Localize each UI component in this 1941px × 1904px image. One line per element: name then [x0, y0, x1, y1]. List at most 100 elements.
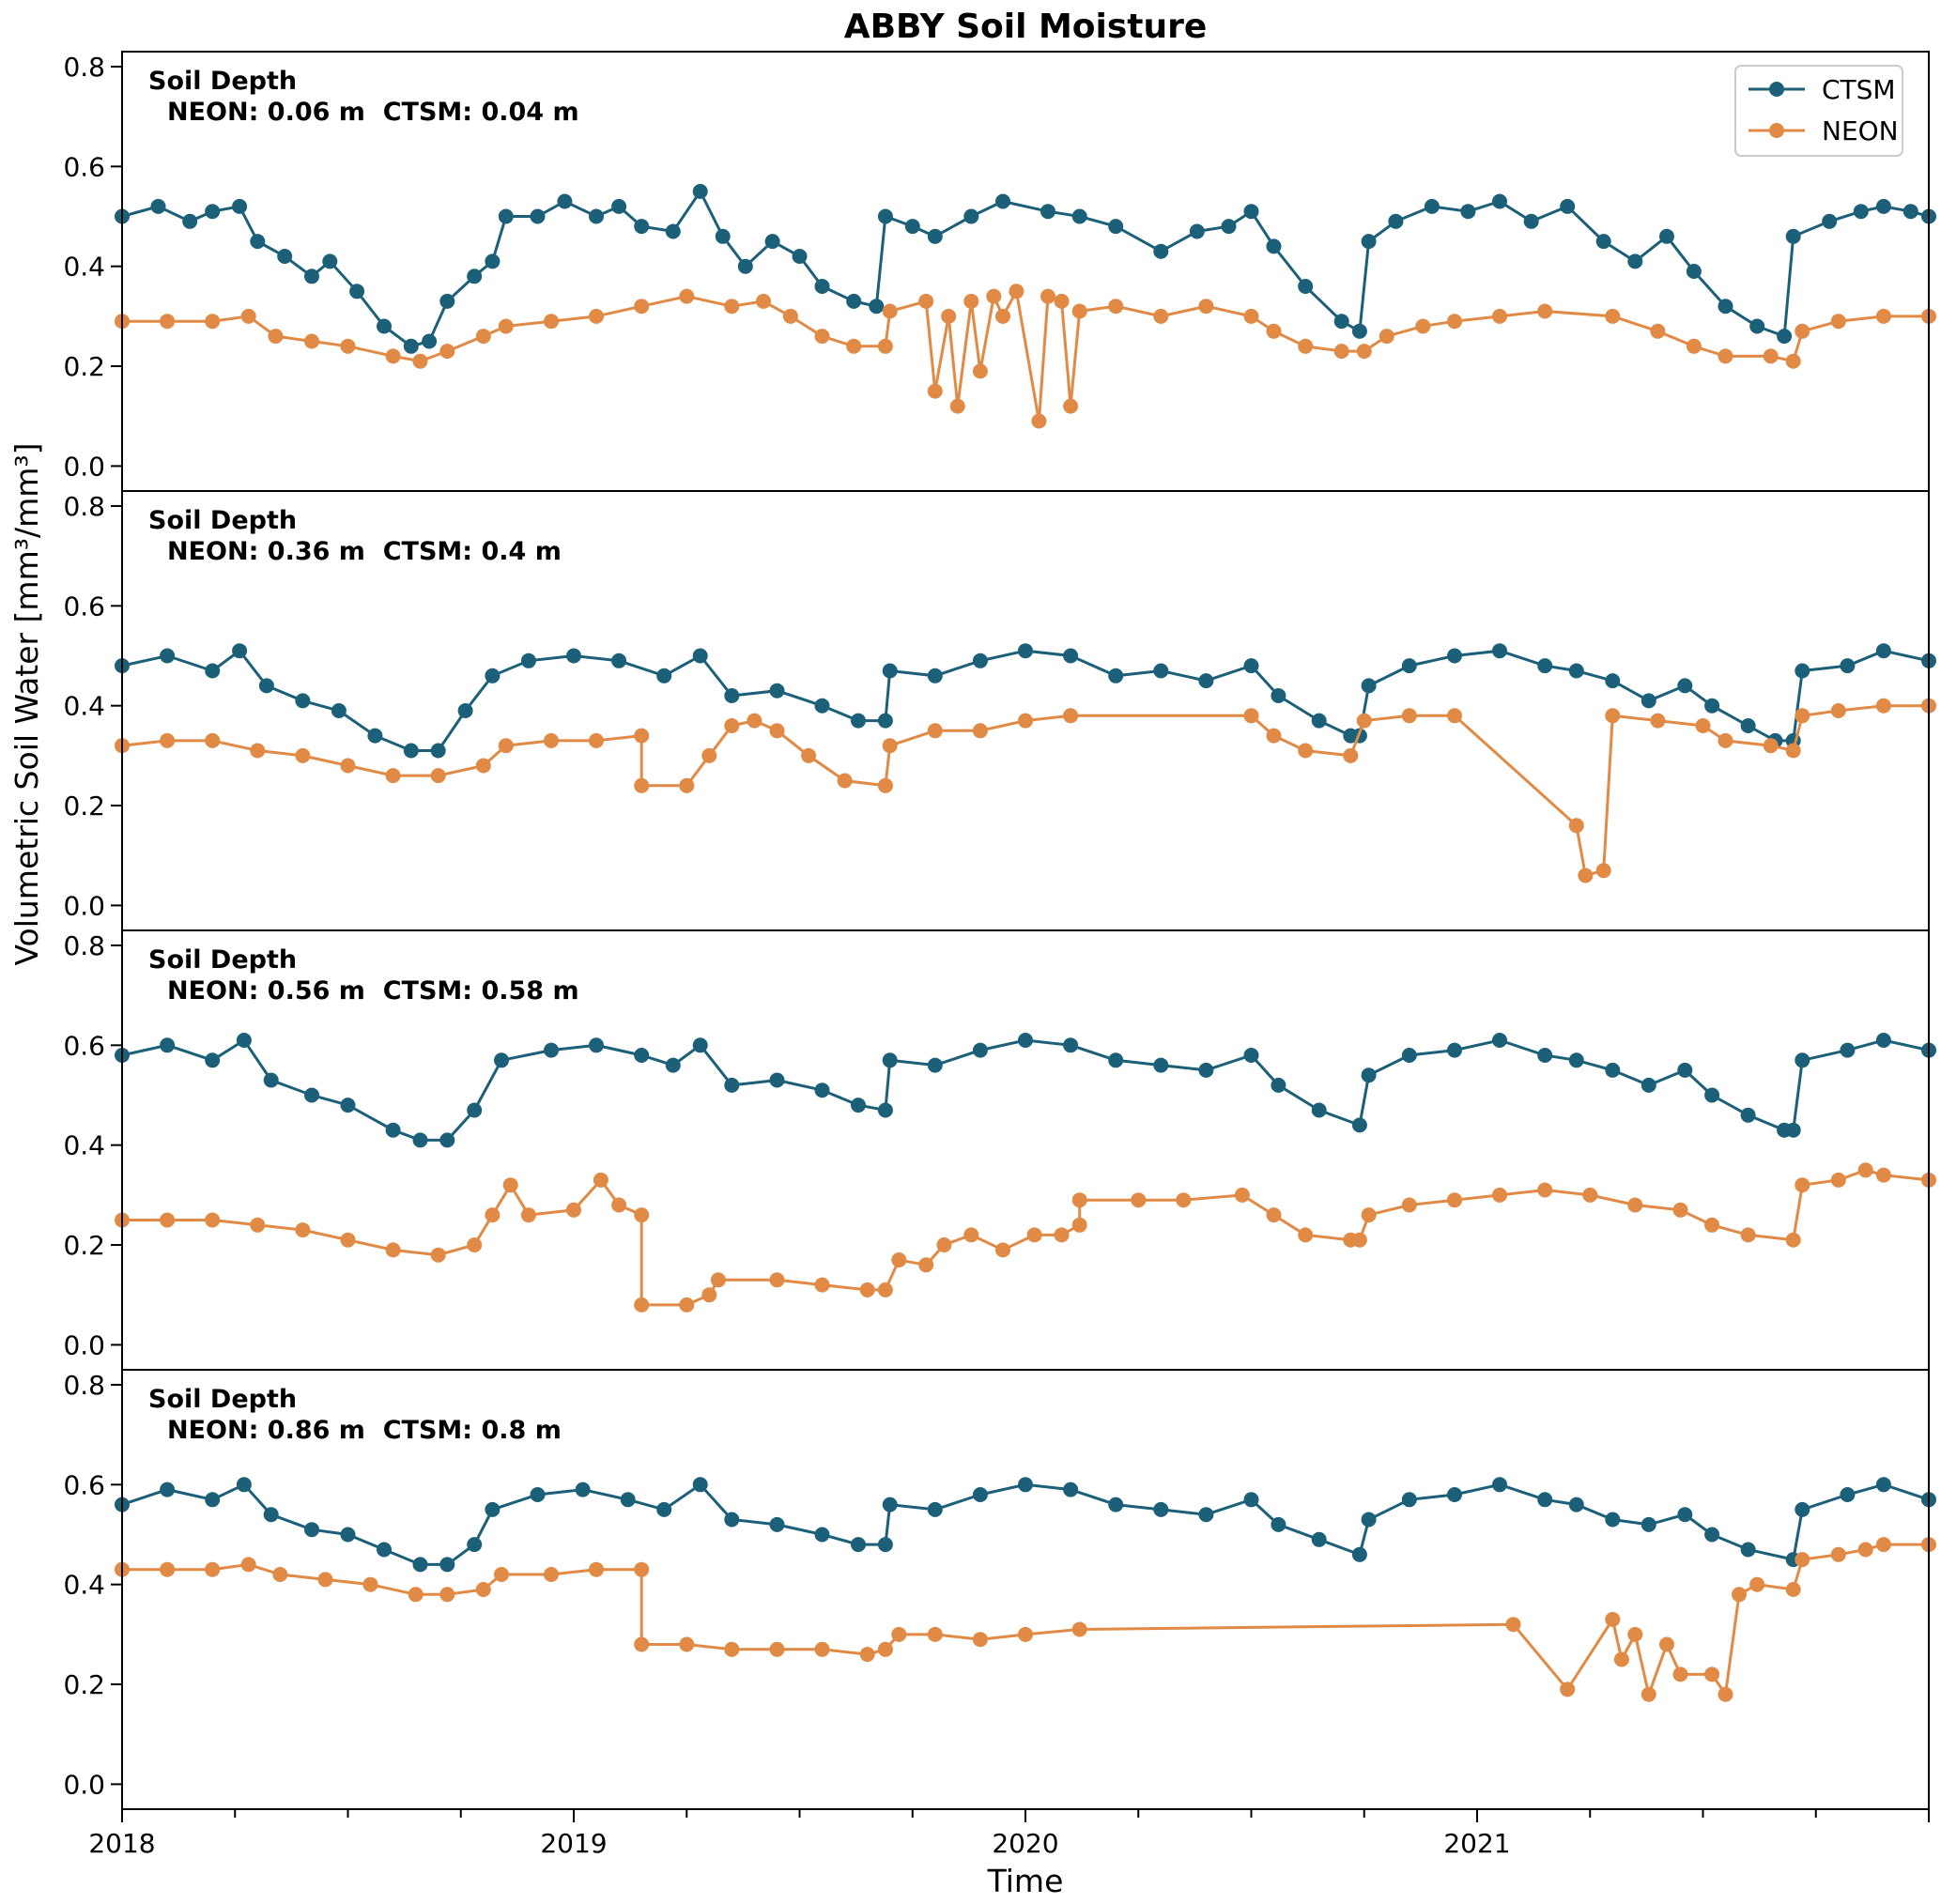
- data-point: [882, 663, 898, 679]
- data-point: [160, 648, 176, 664]
- depth-label-title: Soil Depth: [148, 67, 297, 96]
- data-point: [1840, 658, 1856, 674]
- data-point: [566, 1202, 581, 1218]
- y-tick-label: 0.0: [63, 1769, 105, 1800]
- data-point: [1560, 1681, 1576, 1697]
- data-point: [240, 308, 256, 324]
- data-point: [349, 284, 365, 299]
- data-point: [589, 1037, 604, 1053]
- data-point: [1447, 1487, 1462, 1502]
- data-point: [1266, 728, 1282, 744]
- data-point: [1677, 678, 1693, 694]
- data-point: [1718, 348, 1733, 364]
- data-point: [769, 723, 785, 739]
- data-point: [1271, 1077, 1286, 1093]
- data-point: [331, 703, 347, 718]
- data-point: [724, 1512, 740, 1528]
- x-axis-label: Time: [987, 1863, 1064, 1899]
- data-point: [1795, 1177, 1810, 1193]
- data-point: [412, 1557, 428, 1573]
- data-point: [1447, 314, 1462, 330]
- data-point: [1537, 658, 1553, 674]
- data-point: [972, 1632, 988, 1648]
- data-point: [679, 1636, 695, 1652]
- data-point: [1153, 1057, 1169, 1073]
- data-point: [851, 713, 866, 729]
- depth-label-title: Soil Depth: [148, 945, 297, 975]
- data-point: [1424, 198, 1440, 214]
- data-point: [1875, 1477, 1891, 1493]
- data-point: [949, 398, 965, 414]
- x-tick-label: 2019: [540, 1828, 607, 1859]
- data-point: [1243, 708, 1259, 724]
- data-point: [295, 1222, 311, 1238]
- data-point: [1266, 323, 1282, 339]
- series-markers-neon: [115, 284, 1936, 429]
- data-point: [520, 653, 536, 668]
- data-point: [846, 338, 862, 354]
- data-point: [715, 228, 731, 244]
- data-point: [877, 338, 893, 354]
- data-point: [1108, 1052, 1124, 1068]
- data-point: [1704, 1217, 1720, 1233]
- data-point: [160, 732, 176, 748]
- data-point: [557, 193, 573, 209]
- data-point: [1009, 284, 1024, 299]
- data-point: [1492, 1477, 1507, 1493]
- y-tick-label: 0.0: [63, 890, 105, 921]
- data-point: [1795, 1501, 1810, 1517]
- y-tick-label: 0.0: [63, 1329, 105, 1360]
- data-point: [1641, 1686, 1656, 1702]
- data-point: [1582, 1187, 1598, 1203]
- data-point: [692, 648, 708, 664]
- data-point: [263, 1072, 279, 1088]
- data-point: [1795, 663, 1810, 679]
- data-point: [724, 1641, 740, 1657]
- data-point: [1040, 288, 1055, 304]
- data-point: [1189, 223, 1205, 239]
- data-point: [485, 1501, 501, 1517]
- data-point: [1054, 293, 1070, 309]
- series-line-ctsm: [121, 649, 1930, 752]
- data-point: [869, 299, 885, 315]
- data-point: [232, 198, 248, 214]
- data-point: [1266, 238, 1282, 254]
- data-point: [1785, 1232, 1801, 1248]
- data-point: [792, 249, 808, 264]
- data-point: [747, 713, 763, 729]
- data-point: [1830, 1172, 1846, 1188]
- data-point: [918, 1257, 934, 1273]
- data-point: [764, 234, 780, 250]
- data-point: [475, 758, 491, 774]
- data-point: [277, 249, 293, 264]
- data-point: [498, 208, 514, 224]
- data-point: [1271, 688, 1286, 703]
- data-point: [1243, 308, 1259, 324]
- data-point: [1063, 1037, 1079, 1053]
- data-point: [1063, 1482, 1079, 1497]
- data-point: [634, 777, 650, 793]
- data-point: [1031, 413, 1047, 429]
- data-point: [430, 1247, 446, 1263]
- data-point: [408, 1587, 424, 1603]
- data-point: [467, 1102, 483, 1118]
- data-point: [1830, 1546, 1846, 1562]
- data-point: [1108, 219, 1124, 235]
- series-markers-ctsm: [115, 183, 1936, 354]
- data-point: [1740, 1542, 1756, 1558]
- x-tick-label: 2018: [88, 1828, 155, 1859]
- data-point: [963, 293, 979, 309]
- data-point: [1401, 1048, 1417, 1063]
- data-point: [927, 1626, 943, 1642]
- data-point: [1298, 338, 1314, 354]
- data-point: [205, 204, 221, 220]
- data-point: [1198, 1507, 1214, 1523]
- data-point: [972, 363, 988, 379]
- data-point: [995, 1242, 1010, 1258]
- y-tick-label: 0.2: [63, 1230, 105, 1261]
- data-point: [1777, 329, 1793, 345]
- data-point: [1875, 1033, 1891, 1048]
- data-point: [710, 1272, 726, 1288]
- data-point: [205, 663, 221, 679]
- data-point: [904, 219, 920, 235]
